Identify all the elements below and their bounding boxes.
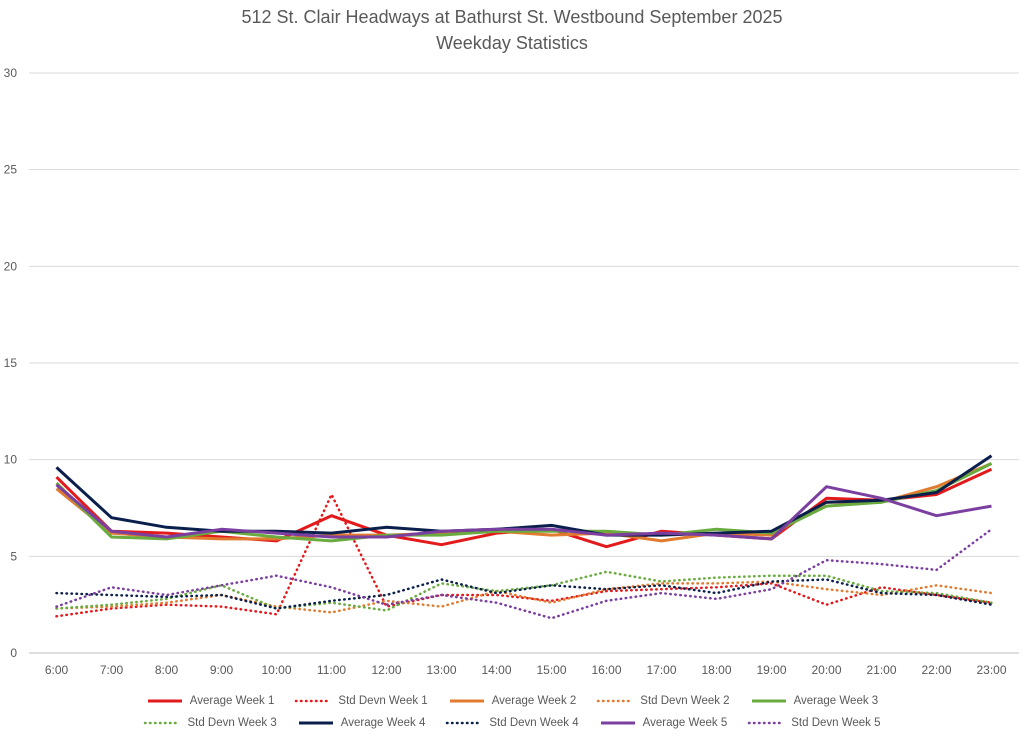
- legend-swatch: [449, 699, 484, 703]
- legend-swatch: [751, 699, 786, 703]
- legend-swatch: [298, 721, 333, 725]
- x-tick-label: 14:00: [481, 663, 511, 677]
- legend-swatch: [147, 699, 182, 703]
- x-tick-label: 9:00: [210, 663, 234, 677]
- legend-label: Std Devn Week 2: [640, 695, 730, 707]
- series-line-average-week-5: [55, 483, 992, 541]
- legend-swatch: [295, 699, 332, 703]
- legend-row: Std Devn Week 3 Average Week 4 Std Devn We…: [0, 712, 1024, 734]
- legend: Average Week 1 Std Devn Week 1 Average Wee…: [0, 690, 1024, 734]
- line-chart: 0 5 10 15 20 25 30 6:00 7:00 8:00 9:00 10:00 11:00 1…: [4, 66, 1019, 677]
- legend-item: Average Week 2: [448, 695, 577, 707]
- x-axis-tick-labels: 6:00 7:00 8:00 9:00 10:00 11:00 12:00 13:00 14:0…: [45, 663, 1007, 677]
- y-tick-label: 20: [4, 259, 18, 273]
- series-lines: [55, 454, 993, 620]
- legend-item: Std Devn Week 3: [143, 717, 277, 729]
- series-line-std-devn-week-5: [55, 528, 993, 620]
- legend-label: Average Week 4: [340, 717, 426, 729]
- y-tick-label: 25: [4, 163, 18, 177]
- legend-label: Average Week 5: [642, 717, 728, 729]
- legend-item: Average Week 5: [599, 717, 728, 729]
- x-tick-label: 13:00: [426, 663, 456, 677]
- x-tick-label: 16:00: [591, 663, 621, 677]
- legend-label: Average Week 2: [491, 695, 577, 707]
- x-tick-label: 20:00: [811, 663, 841, 677]
- x-tick-label: 22:00: [921, 663, 951, 677]
- legend-swatch: [446, 721, 483, 725]
- legend-item: Std Devn Week 2: [596, 695, 730, 707]
- y-tick-label: 0: [10, 646, 17, 660]
- legend-row: Average Week 1 Std Devn Week 1 Average Wee…: [0, 690, 1024, 712]
- x-tick-label: 15:00: [536, 663, 566, 677]
- legend-label: Std Devn Week 1: [338, 695, 428, 707]
- legend-label: Std Devn Week 4: [489, 717, 579, 729]
- legend-label: Std Devn Week 3: [187, 717, 277, 729]
- y-tick-label: 10: [4, 453, 18, 467]
- legend-label: Average Week 1: [189, 695, 275, 707]
- y-tick-label: 15: [4, 356, 18, 370]
- legend-swatch: [597, 699, 634, 703]
- legend-item: Std Devn Week 4: [445, 717, 579, 729]
- y-tick-label: 5: [10, 549, 17, 563]
- legend-swatch: [748, 721, 785, 725]
- x-tick-label: 6:00: [45, 663, 69, 677]
- chart-title: 512 St. Clair Headways at Bathurst St. W…: [241, 7, 783, 27]
- series-line-average-week-4: [55, 454, 993, 537]
- series-line-std-devn-week-1: [55, 491, 993, 618]
- x-tick-label: 23:00: [976, 663, 1006, 677]
- x-tick-label: 21:00: [866, 663, 896, 677]
- x-tick-label: 7:00: [100, 663, 124, 677]
- x-tick-label: 17:00: [646, 663, 676, 677]
- x-tick-label: 18:00: [701, 663, 731, 677]
- x-tick-label: 11:00: [317, 663, 346, 677]
- legend-item: Average Week 1: [146, 695, 275, 707]
- legend-item: Average Week 4: [297, 717, 426, 729]
- legend-item: Average Week 3: [750, 695, 879, 707]
- y-axis-tick-labels: 0 5 10 15 20 25 30: [4, 66, 18, 660]
- legend-item: Std Devn Week 5: [747, 717, 881, 729]
- gridlines: [29, 72, 1019, 654]
- legend-swatch: [144, 721, 181, 725]
- legend-swatch: [600, 721, 635, 725]
- x-tick-label: 10:00: [261, 663, 291, 677]
- legend-label: Std Devn Week 5: [791, 717, 881, 729]
- y-tick-label: 30: [4, 66, 18, 80]
- legend-item: Std Devn Week 1: [294, 695, 428, 707]
- legend-label: Average Week 3: [793, 695, 879, 707]
- series-line-average-week-3: [55, 462, 993, 543]
- series-line-std-devn-week-4: [55, 578, 993, 610]
- x-tick-label: 8:00: [155, 663, 179, 677]
- x-tick-label: 12:00: [371, 663, 401, 677]
- chart-subtitle: Weekday Statistics: [436, 33, 588, 53]
- x-tick-label: 19:00: [756, 663, 786, 677]
